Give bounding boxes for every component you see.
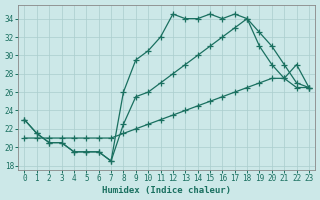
- X-axis label: Humidex (Indice chaleur): Humidex (Indice chaleur): [102, 186, 231, 195]
